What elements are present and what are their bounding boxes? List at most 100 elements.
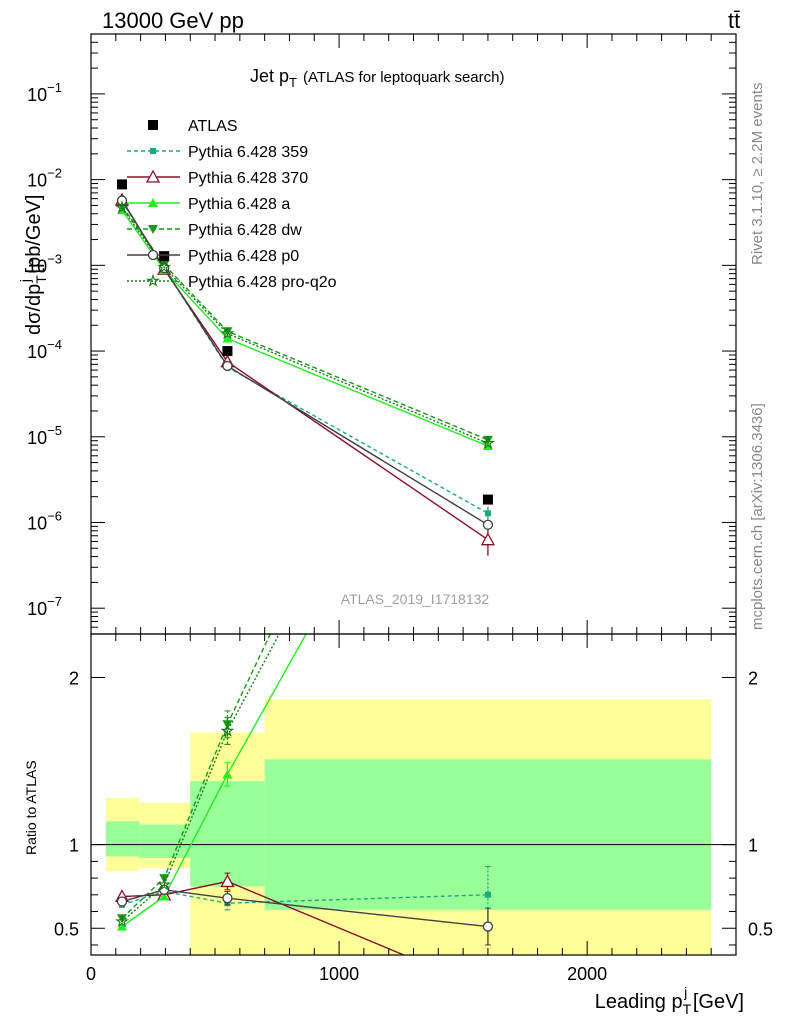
chart-title-paren: (ATLAS for leptoquark search) [303, 69, 504, 86]
x-axis-label-main: Leading p [595, 991, 683, 1013]
point-data-2 [222, 346, 233, 357]
ratio-point-pq2o-1 [157, 877, 172, 891]
ratio-y-tick-label-0: 0.5 [54, 919, 79, 939]
y-axis-label-sub: T [33, 275, 49, 284]
header-energy-label: 13000 GeV pp [102, 8, 244, 33]
chart-title: Jet pT (ATLAS for leptoquark search) [250, 66, 504, 90]
series-p359 [119, 198, 491, 522]
series-data [117, 179, 493, 505]
legend-marker-p359 [150, 148, 156, 154]
legend-marker-p370 [145, 169, 161, 183]
legend-marker-pp0 [147, 249, 159, 261]
ratio-point-pdw-0 [117, 914, 128, 924]
x-tick-label-0: 0 [86, 964, 96, 984]
ratio-y-tick-label-1: 1 [69, 836, 79, 856]
legend-label-data: ATLAS [188, 118, 238, 135]
point-pp0-3 [482, 519, 494, 530]
ratio-y-tick-label-2: 2 [69, 668, 79, 688]
ratio-band-inner-2 [190, 781, 265, 887]
point-data-1 [159, 251, 170, 262]
point-pdw-3 [482, 435, 493, 445]
legend-label-p359: Pythia 6.428 359 [188, 144, 308, 161]
ratio-line-pa [121, 634, 307, 928]
y-axis-label-main: dσ/dp [23, 284, 45, 335]
legend-marker-pdw [148, 225, 158, 234]
analysis-watermark: ATLAS_2019_I1718132 [341, 591, 490, 607]
y-axis-label-sup: j [17, 279, 33, 283]
point-pq2o-2 [220, 326, 235, 340]
point-pdw-2 [222, 327, 233, 337]
ratio-point-pq2o-0 [115, 914, 129, 928]
point-data-3 [482, 494, 493, 505]
legend-label-pp0: Pythia 6.428 p0 [188, 248, 299, 265]
y-tick-exponent-1: −6 [47, 508, 62, 523]
x-axis-label-sup: j [683, 984, 687, 1000]
series-line-pdw [121, 205, 489, 441]
ratio-series-pa [117, 634, 307, 931]
series-line-pq2o [121, 207, 489, 444]
y-tick-label-5: 10−2 [27, 166, 62, 191]
point-pa-2 [222, 333, 233, 343]
ratio-point-pp0-3 [482, 921, 494, 932]
legend-marker-pq2o [146, 273, 160, 287]
ratio-point-pp0-0 [116, 896, 128, 907]
ratio-y-tick-label-right-0: 0.5 [748, 919, 773, 939]
y-axis-label-unit: [pb/GeV] [23, 195, 45, 280]
ratio-y-tick-label-right-1: 1 [748, 836, 758, 856]
series-pp0 [116, 195, 494, 530]
y-tick-label-4: 10−3 [27, 251, 62, 276]
y-tick-exponent-4: −3 [47, 251, 62, 266]
ratio-point-p359-3 [484, 891, 491, 898]
ratio-band-inner-3 [264, 759, 712, 910]
series-line-pa [121, 209, 489, 447]
y-tick-label-0: 10−7 [27, 594, 62, 619]
ratio-series-pp0 [116, 884, 494, 946]
ratio-line-pp0 [121, 889, 488, 928]
ratio-line-p359 [121, 890, 488, 906]
rivet-version-label: Rivet 3.1.10, ≥ 2.2M events [749, 83, 766, 266]
header-process-label: tt̄ [728, 8, 740, 33]
ratio-band-inner-1 [139, 824, 191, 859]
point-data-0 [117, 179, 128, 190]
x-tick-label-1: 1000 [319, 964, 359, 984]
x-tick-label-2: 2000 [567, 964, 607, 984]
point-pq2o-3 [480, 436, 495, 450]
y-tick-exponent-3: −4 [47, 337, 62, 352]
ratio-point-pq2o-2 [220, 723, 235, 737]
series-line-pp0 [121, 200, 489, 526]
y-tick-exponent-2: −5 [47, 423, 62, 438]
y-tick-exponent-6: −1 [47, 80, 62, 95]
point-pq2o-1 [157, 259, 172, 274]
ratio-uncertainty-bands [91, 699, 736, 955]
y-tick-label-3: 10−4 [27, 337, 62, 362]
legend-marker-pa [148, 198, 158, 207]
legend-marker-data [148, 120, 158, 130]
point-pp0-2 [222, 360, 233, 372]
legend-label-pa: Pythia 6.428 a [188, 196, 290, 213]
legend-label-pq2o: Pythia 6.428 pro-q2o [188, 274, 337, 291]
y-tick-label-1: 10−6 [27, 508, 62, 533]
series-p370 [114, 192, 496, 556]
legend: ATLAS Pythia 6.428 359 Pythia 6.428 370 Pyt… [127, 118, 337, 291]
series-line-p359 [121, 200, 489, 514]
legend-label-pdw: Pythia 6.428 dw [188, 222, 302, 239]
legend-label-p370: Pythia 6.428 370 [188, 170, 308, 187]
chart-title-main: Jet p [250, 66, 289, 86]
y-axis-label: dσ/dpTj [pb/GeV] [17, 195, 49, 335]
ratio-point-pa-2 [222, 769, 233, 779]
ratio-band-inner-0 [105, 821, 140, 857]
point-pq2o-0 [115, 200, 129, 214]
ratio-point-pa-1 [159, 891, 170, 901]
ratio-point-pa-0 [117, 921, 128, 931]
y-tick-exponent-5: −2 [47, 166, 62, 181]
ratio-series-pq2o [115, 634, 280, 928]
mcplots-label: mcplots.cern.ch [arXiv:1306.3436] [749, 403, 766, 630]
chart-title-sub: T [289, 75, 297, 90]
x-axis-label: Leading pTj [GeV] [595, 984, 744, 1017]
y-tick-label-6: 10−1 [27, 80, 62, 105]
ratio-point-pp0-2 [222, 893, 233, 904]
x-axis-label-unit: [GeV] [687, 991, 744, 1013]
y-tick-exponent-0: −7 [47, 594, 62, 609]
series-pq2o [115, 200, 495, 450]
